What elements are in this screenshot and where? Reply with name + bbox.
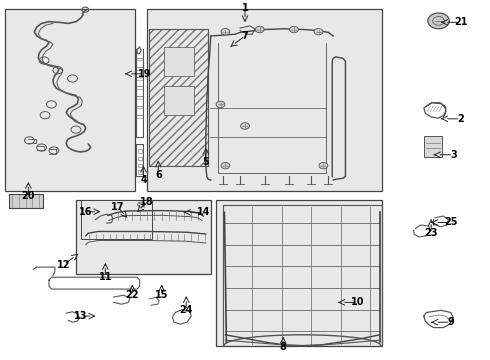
Bar	[138, 164, 142, 167]
Circle shape	[255, 26, 264, 33]
Text: 20: 20	[22, 191, 35, 201]
Bar	[5, 9, 135, 191]
Bar	[138, 149, 142, 153]
Text: 4: 4	[140, 175, 147, 185]
Text: 5: 5	[202, 157, 209, 167]
Text: 12: 12	[57, 260, 71, 270]
Text: 6: 6	[155, 170, 162, 180]
Bar	[164, 86, 194, 115]
Text: 1: 1	[242, 3, 248, 13]
Text: 7: 7	[242, 31, 248, 41]
Bar	[147, 9, 382, 191]
Text: 10: 10	[351, 297, 365, 307]
Text: 22: 22	[125, 290, 139, 300]
Circle shape	[290, 26, 298, 33]
Circle shape	[221, 28, 230, 35]
Text: 17: 17	[111, 202, 124, 212]
Bar	[81, 200, 152, 239]
Bar	[138, 170, 142, 174]
Text: 16: 16	[79, 207, 93, 217]
Bar	[424, 136, 442, 157]
Bar	[76, 200, 211, 274]
Circle shape	[221, 162, 230, 169]
Text: 18: 18	[140, 197, 154, 207]
Text: 2: 2	[457, 114, 464, 124]
Bar	[216, 200, 382, 346]
Text: 23: 23	[424, 228, 438, 238]
Bar	[9, 194, 43, 208]
Bar	[164, 47, 194, 76]
Text: 11: 11	[98, 272, 112, 282]
Text: 15: 15	[155, 290, 169, 300]
Text: 19: 19	[138, 69, 151, 79]
Circle shape	[319, 162, 328, 169]
Text: 9: 9	[447, 317, 454, 327]
Text: 8: 8	[280, 342, 287, 352]
Text: 24: 24	[179, 305, 193, 315]
Text: 21: 21	[454, 17, 467, 27]
Circle shape	[428, 13, 449, 29]
Bar	[138, 157, 142, 160]
Circle shape	[216, 101, 225, 108]
Bar	[149, 29, 208, 166]
Circle shape	[241, 123, 249, 129]
Text: 3: 3	[450, 150, 457, 160]
Text: 14: 14	[196, 207, 210, 217]
Circle shape	[314, 28, 323, 35]
Text: 25: 25	[444, 217, 458, 228]
Text: 13: 13	[74, 311, 88, 321]
